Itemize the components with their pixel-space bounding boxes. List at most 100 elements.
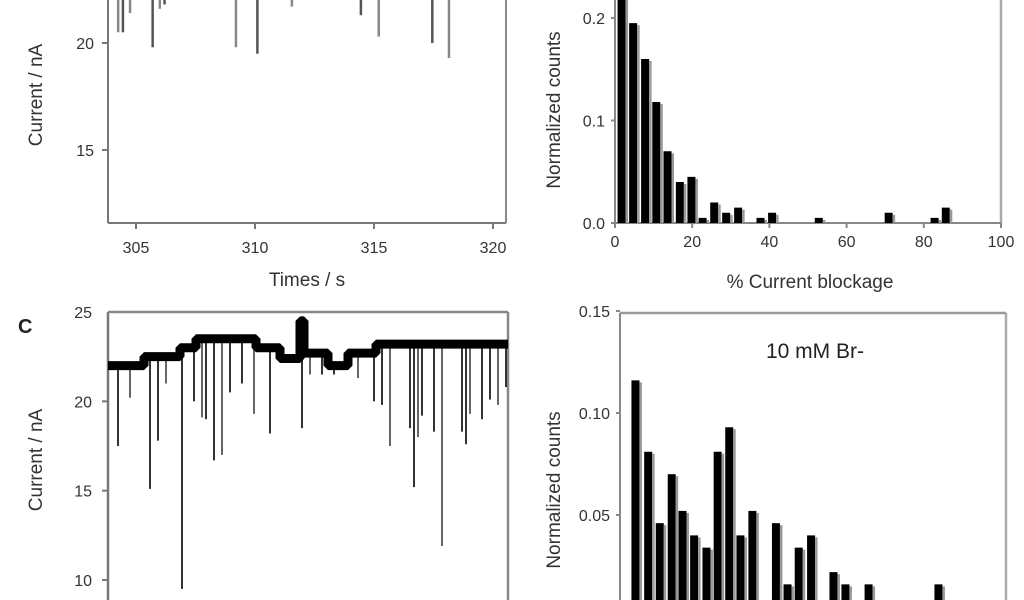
histogram-bar — [663, 151, 672, 223]
panel-a-y-axis-title: Current / nA — [26, 43, 47, 146]
bar-shadow — [849, 586, 852, 600]
x-tick-label: 40 — [761, 234, 779, 251]
baseline-trace — [108, 316, 508, 371]
bar-shadow — [733, 429, 736, 600]
panel-c-current-trace: 10 15 20 25 — [74, 305, 510, 600]
bar-shadow — [686, 512, 690, 600]
bar-shadow — [660, 104, 663, 223]
histogram-bar — [736, 535, 745, 600]
panel-d-histogram: 0.05 0.10 0.15 — [579, 304, 1008, 600]
histogram-bar — [641, 59, 650, 223]
y-tick-label: 0.15 — [579, 304, 610, 321]
bar-shadow — [892, 214, 896, 223]
histogram-bar — [807, 535, 816, 600]
bar-shadow — [822, 219, 826, 223]
y-tick-label: 20 — [76, 36, 94, 53]
bar-shadow — [683, 184, 687, 223]
bar-shadow — [649, 61, 652, 223]
histogram-bar — [675, 182, 684, 223]
bar-shadow — [791, 586, 795, 600]
panel-c-y-axis-title: Current / nA — [26, 408, 47, 511]
bar-shadow — [872, 586, 876, 600]
bar-shadow — [706, 219, 710, 223]
bar-shadow — [639, 382, 642, 600]
bar-shadow — [764, 219, 768, 223]
histogram-bar — [687, 176, 696, 223]
histogram-bar — [631, 380, 640, 600]
bar-shadow — [942, 586, 945, 600]
bar-shadow — [663, 525, 667, 600]
histogram-bar — [934, 584, 943, 600]
histogram-bar — [617, 0, 626, 223]
x-tick-label: 320 — [480, 240, 507, 257]
histogram-bar — [829, 572, 838, 600]
y-tick-label: 10 — [74, 573, 92, 590]
histogram-bar — [644, 451, 653, 600]
histogram-bar — [655, 523, 664, 600]
histogram-bar — [667, 474, 676, 600]
histogram-bar — [652, 102, 661, 223]
histogram-bar — [884, 212, 893, 223]
histogram-bar — [930, 217, 939, 223]
panel-d-title: 10 mM Br- — [766, 340, 864, 363]
x-tick-label: 315 — [361, 240, 388, 257]
histogram-bar — [722, 212, 731, 223]
histogram-bar — [629, 23, 638, 223]
bar-shadow — [742, 209, 745, 223]
y-tick-label: 0.10 — [579, 406, 610, 423]
panel-c-label: C — [18, 316, 32, 338]
bar-shadow — [710, 549, 713, 600]
panel-b-histogram: 0 20 40 60 80 100 0.0 0.1 0.2 — [583, 0, 1015, 251]
panel-b-x-axis-title: % Current blockage — [727, 272, 894, 293]
histogram-bar — [941, 207, 950, 223]
histogram-bar — [841, 584, 850, 600]
panel-b-y-axis-title: Normalized counts — [544, 31, 565, 188]
x-tick-label: 100 — [988, 234, 1015, 251]
bar-shadow — [744, 537, 747, 600]
panel-d-y-axis-title: Normalized counts — [544, 411, 565, 568]
histogram-bar — [702, 547, 711, 600]
bar-shadow — [675, 476, 679, 600]
y-tick-label: 25 — [74, 305, 92, 322]
histogram-bar — [713, 451, 722, 600]
bar-shadow — [802, 549, 806, 600]
x-tick-label: 60 — [838, 234, 856, 251]
histogram-bar — [734, 207, 743, 223]
x-tick-label: 80 — [915, 234, 933, 251]
y-tick-label: 0.0 — [583, 216, 605, 233]
histogram-bar — [814, 217, 823, 223]
histogram-bar — [690, 535, 699, 600]
x-tick-label: 305 — [123, 240, 150, 257]
bar-shadow — [671, 153, 674, 223]
histogram-bar — [725, 427, 734, 600]
bar-shadow — [718, 204, 721, 223]
bar-shadow — [837, 574, 840, 600]
bar-shadow — [730, 214, 733, 223]
y-tick-label: 0.2 — [583, 11, 605, 28]
histogram-bar — [710, 202, 719, 223]
panel-a-current-trace: 305 310 315 320 15 20 — [76, 0, 507, 257]
bar-shadow — [695, 178, 698, 223]
y-tick-label: 0.1 — [583, 114, 605, 131]
x-tick-label: 0 — [611, 234, 620, 251]
bar-shadow — [938, 219, 942, 223]
histogram-bar — [768, 212, 777, 223]
histogram-bar — [678, 510, 687, 600]
y-tick-label: 0.05 — [579, 508, 610, 525]
histogram-bar — [783, 584, 792, 600]
histogram-bar — [756, 217, 765, 223]
bar-shadow — [756, 512, 759, 600]
bar-shadow — [652, 453, 655, 600]
bar-shadow — [776, 214, 779, 223]
y-tick-label: 15 — [76, 143, 94, 160]
panel-a-x-axis-title: Times / s — [269, 270, 345, 291]
histogram-bar — [864, 584, 873, 600]
x-tick-label: 20 — [683, 234, 701, 251]
y-tick-label: 20 — [74, 394, 92, 411]
bar-shadow — [815, 537, 818, 600]
bar-shadow — [779, 525, 783, 600]
y-tick-label: 15 — [74, 484, 92, 501]
histogram-bar — [748, 510, 757, 600]
bar-shadow — [721, 453, 725, 600]
